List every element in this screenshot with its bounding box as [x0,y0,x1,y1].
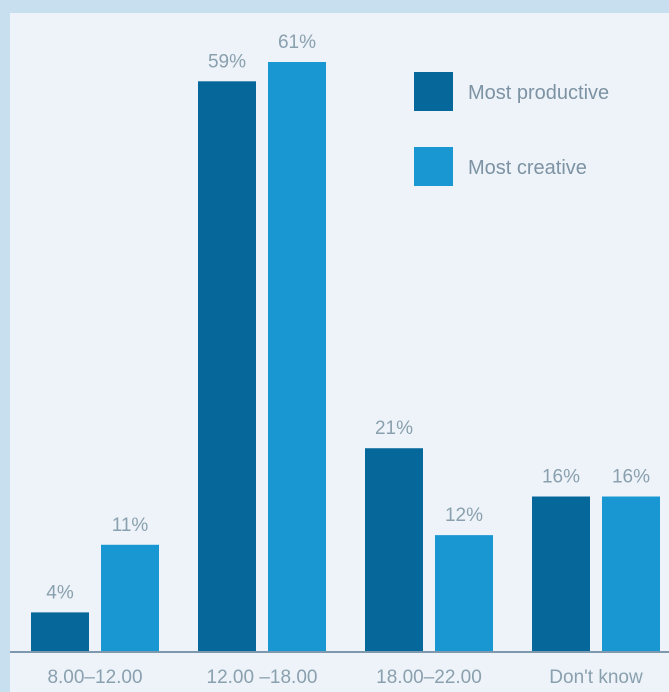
bar-most-productive-1 [198,81,256,652]
data-label: 16% [612,467,650,488]
data-label: 4% [46,582,74,603]
legend: Most productive Most creative [414,72,609,186]
data-label: 11% [112,515,149,536]
data-label: 21% [375,418,413,439]
data-label: 12% [445,505,483,526]
bar-most-productive-2 [365,448,423,651]
bar-most-creative-1 [268,62,326,651]
x-tick-label: 12.00 –18.00 [207,667,318,688]
legend-label: Most creative [468,157,587,179]
data-label: 16% [542,467,580,488]
bar-most-creative-0 [101,544,159,651]
data-label: 59% [208,51,246,72]
bar-most-creative-3 [602,496,660,651]
x-tick-label: 8.00–12.00 [47,667,142,688]
x-tick-label: 18.00–22.00 [376,667,482,688]
bar-most-productive-3 [532,496,590,651]
legend-swatch-most-productive [414,72,453,111]
legend-swatch-most-creative [414,147,453,186]
legend-label: Most productive [468,82,609,104]
x-tick-label: Don't know [549,667,643,688]
x-tick-labels-layer: 8.00–12.00 12.00 –18.00 18.00–22.00 Don't k… [47,667,643,688]
bar-most-productive-0 [31,612,89,651]
bar-most-creative-2 [435,535,493,651]
bars-layer [31,62,660,652]
data-labels-layer: 4% 11% 59% 61% 21% 12% 16% 16% [46,32,650,603]
data-label: 61% [278,32,316,53]
